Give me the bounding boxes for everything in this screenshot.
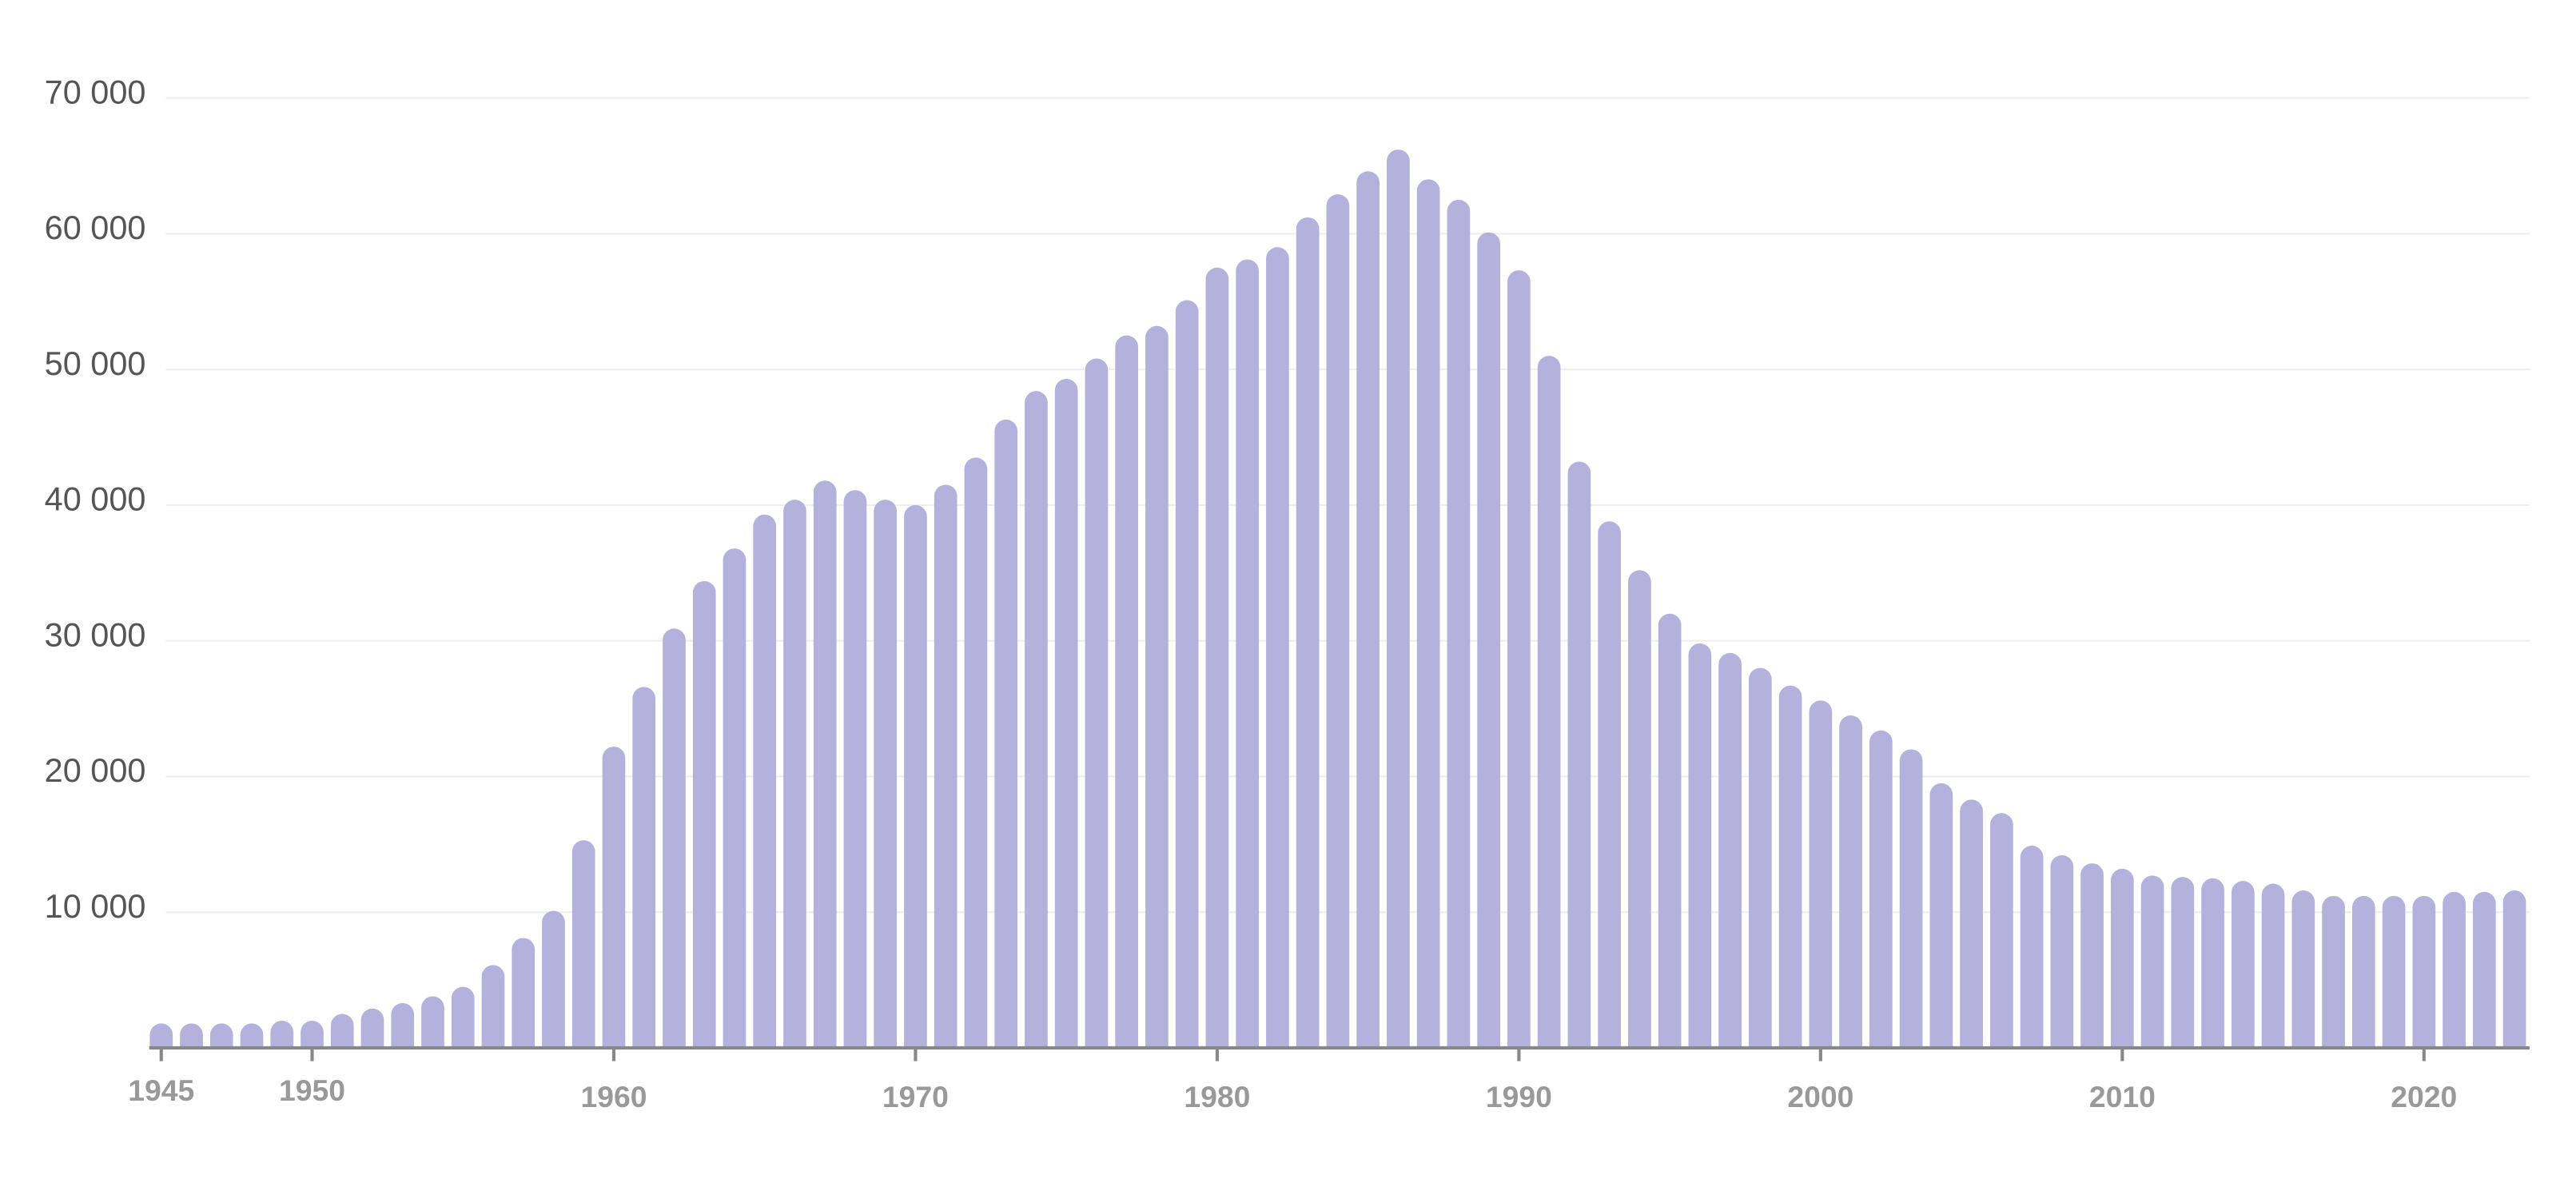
- bar: [2020, 846, 2044, 1048]
- bar: [1960, 799, 1983, 1048]
- y-tick-label: 40 000: [45, 480, 146, 518]
- x-tick-label: 2020: [2391, 1080, 2457, 1113]
- bar: [904, 504, 927, 1048]
- bar: [2412, 895, 2436, 1048]
- bar: [1387, 149, 1410, 1048]
- bar: [391, 1002, 415, 1048]
- bar: [1356, 171, 1380, 1048]
- bar: [1236, 259, 1260, 1048]
- bar: [2351, 895, 2375, 1048]
- x-tick-label: 1960: [580, 1080, 647, 1113]
- y-tick-label: 30 000: [45, 615, 146, 653]
- bar: [1477, 232, 1500, 1048]
- bar: [934, 484, 958, 1048]
- bar: [1175, 300, 1199, 1048]
- bar: [1628, 570, 1651, 1048]
- bar: [2382, 895, 2406, 1048]
- bar: [360, 1008, 384, 1048]
- bar: [1749, 667, 1772, 1048]
- bar: [1025, 391, 1048, 1048]
- bar: [2140, 875, 2164, 1048]
- bar: [1145, 325, 1169, 1048]
- bar: [843, 490, 867, 1048]
- bar: [1929, 783, 1953, 1048]
- bar: [2050, 854, 2074, 1048]
- bar: [663, 628, 686, 1048]
- bar: [874, 500, 898, 1048]
- bar: [1296, 217, 1320, 1048]
- bar: [2261, 883, 2285, 1048]
- x-tick-label: 2000: [1787, 1080, 1853, 1113]
- bar: [481, 965, 505, 1048]
- x-tick-label: 1970: [882, 1080, 949, 1113]
- y-tick-label: 60 000: [45, 209, 146, 246]
- bar: [1869, 730, 1893, 1048]
- bar: [330, 1014, 354, 1048]
- bar: [602, 747, 626, 1048]
- y-tick-label: 50 000: [45, 345, 146, 382]
- bar: [994, 419, 1018, 1048]
- bar: [632, 687, 656, 1048]
- bar: [2291, 890, 2315, 1048]
- bar: [2171, 877, 2195, 1048]
- bar: [1688, 643, 1712, 1048]
- bar: [723, 548, 747, 1048]
- y-tick-label: 10 000: [45, 887, 146, 925]
- bar: [964, 457, 988, 1048]
- bar: [1718, 652, 1742, 1048]
- bar: [571, 840, 595, 1048]
- bar: [2201, 878, 2224, 1048]
- bar: [1567, 461, 1591, 1048]
- bar: [1658, 613, 1682, 1048]
- bar: [2322, 895, 2345, 1048]
- bar: [1537, 356, 1561, 1048]
- y-tick-label: 20 000: [45, 751, 146, 789]
- bar: [813, 480, 837, 1048]
- bar: [783, 500, 806, 1048]
- bar: [2502, 890, 2526, 1048]
- bar: [421, 996, 444, 1048]
- bar: [1507, 270, 1531, 1048]
- bar: [2443, 891, 2466, 1048]
- bar: [1266, 247, 1289, 1048]
- bar: [2231, 881, 2255, 1048]
- bar: [2080, 863, 2104, 1048]
- bar: [1326, 194, 1350, 1048]
- bar: [1054, 378, 1078, 1048]
- bar: [2472, 891, 2496, 1048]
- bar: [1085, 358, 1109, 1048]
- bar: [451, 986, 475, 1048]
- bar: [1899, 749, 1923, 1048]
- bar: [1416, 179, 1440, 1048]
- bar: [1809, 700, 1833, 1048]
- bar: [240, 1023, 264, 1048]
- bar: [1447, 199, 1471, 1048]
- bar: [512, 938, 536, 1048]
- bar: [2110, 868, 2134, 1048]
- bar: [209, 1023, 233, 1048]
- bar: [542, 910, 565, 1048]
- x-tick-label: 2010: [2089, 1080, 2156, 1113]
- bar: [1115, 335, 1139, 1048]
- bar: [1839, 715, 1862, 1048]
- bar: [301, 1021, 324, 1048]
- bar: [1205, 267, 1229, 1048]
- x-tick-label: 1990: [1486, 1080, 1552, 1113]
- x-tick-label: 1945: [128, 1073, 194, 1107]
- bar: [1778, 685, 1802, 1048]
- bar: [753, 514, 777, 1048]
- x-tick-label: 1980: [1184, 1080, 1250, 1113]
- bar: [270, 1021, 294, 1048]
- y-tick-label: 70 000: [45, 73, 146, 110]
- bar: [1990, 813, 2013, 1048]
- bar: [1598, 521, 1621, 1048]
- bar: [149, 1023, 173, 1048]
- bar: [180, 1023, 203, 1048]
- bar: [692, 580, 716, 1048]
- x-tick-label: 1950: [279, 1073, 345, 1107]
